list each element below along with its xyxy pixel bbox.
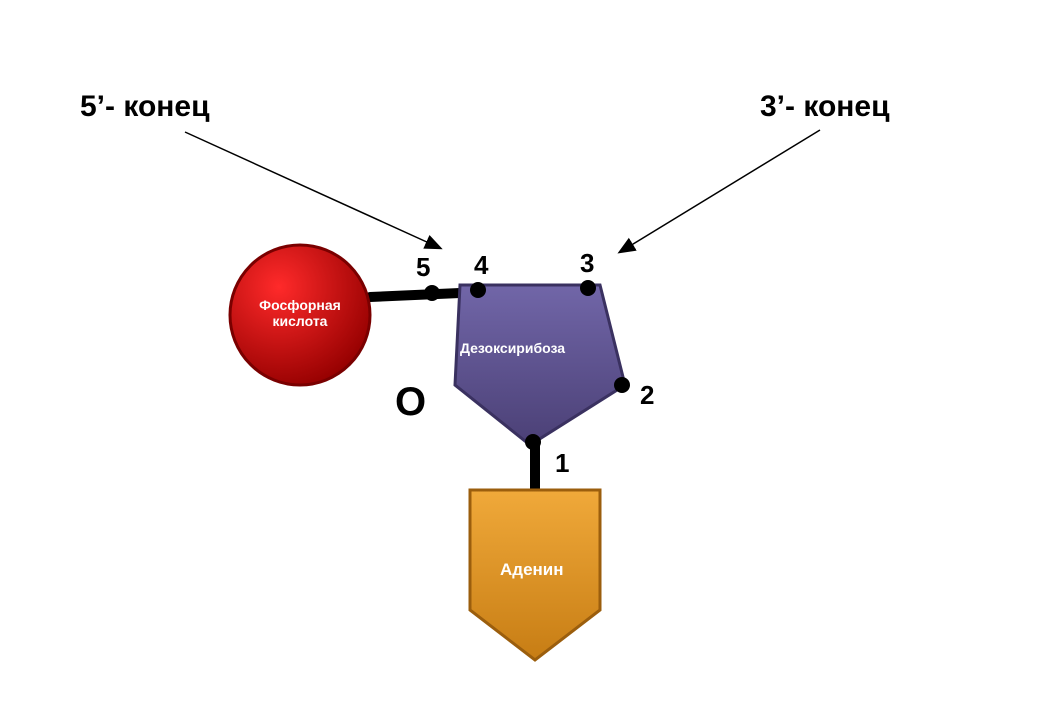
sugar-pentagon bbox=[455, 285, 625, 445]
carbon-number-2: 2 bbox=[640, 380, 654, 411]
carbon-number-4: 4 bbox=[474, 250, 488, 281]
label-3prime-end: 3’- конец bbox=[760, 90, 890, 124]
carbon-number-3: 3 bbox=[580, 248, 594, 279]
label-oxygen: O bbox=[395, 380, 426, 425]
base-label: Аденин bbox=[500, 560, 564, 580]
bond-phosphate-sugar bbox=[370, 293, 460, 297]
carbon-dot-2 bbox=[614, 377, 630, 393]
phosphate-label: Фосфорнаякислота bbox=[235, 297, 365, 329]
carbon-number-1: 1 bbox=[555, 448, 569, 479]
diagram-stage: 5’- конец 3’- конец O 5 4 3 2 1 Фосфорна… bbox=[0, 0, 1051, 701]
label-5prime-end: 5’- конец bbox=[80, 90, 210, 124]
arrow-5prime bbox=[185, 132, 440, 248]
carbon-dot-3 bbox=[580, 280, 596, 296]
carbon-number-5: 5 bbox=[416, 252, 430, 283]
carbon-dot-1 bbox=[525, 434, 541, 450]
carbon-dot-4 bbox=[470, 282, 486, 298]
carbon-dot-5 bbox=[424, 285, 440, 301]
arrow-3prime bbox=[620, 130, 820, 252]
sugar-label: Дезоксирибоза bbox=[460, 340, 565, 356]
